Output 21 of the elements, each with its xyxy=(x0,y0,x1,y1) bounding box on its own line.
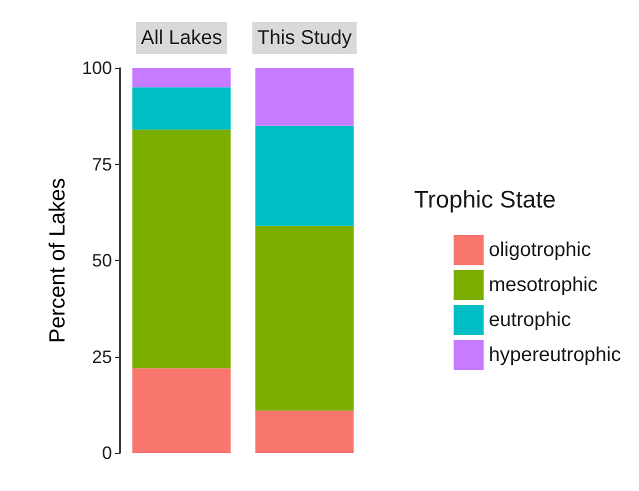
x-tick-label: All Lakes xyxy=(140,27,222,49)
y-tick-label: 100 xyxy=(82,58,112,78)
legend-label: hypereutrophic xyxy=(488,344,622,366)
bar xyxy=(132,368,231,453)
legend-label: mesotrophic xyxy=(488,274,598,296)
bar xyxy=(255,126,354,226)
x-tick-label: This Study xyxy=(257,27,352,49)
bar xyxy=(255,410,354,453)
legend-title: Trophic State xyxy=(414,186,556,214)
y-tick-label: 50 xyxy=(92,250,112,270)
legend-label: oligotrophic xyxy=(488,239,591,261)
y-axis-title: Percent of Lakes xyxy=(44,178,70,344)
bar xyxy=(255,226,354,411)
y-tick-label: 75 xyxy=(92,154,112,174)
y-tick-label: 25 xyxy=(92,346,112,367)
bar xyxy=(132,68,231,88)
bar xyxy=(255,68,354,126)
y-tick-label: 0 xyxy=(102,443,112,463)
legend-label: eutrophic xyxy=(488,309,571,331)
bar xyxy=(132,87,231,130)
bar xyxy=(132,130,231,368)
